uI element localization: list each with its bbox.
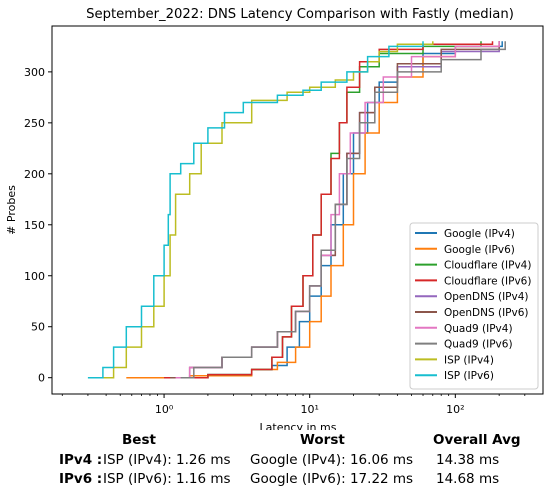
legend-box xyxy=(409,222,539,390)
ipv6-best-value: ISP (IPv6): 1.16 ms xyxy=(103,471,231,487)
best-header: Best xyxy=(122,432,156,448)
series-line-quad9-ipv6 xyxy=(180,41,506,379)
overall-avg-header: Overall Avg xyxy=(433,432,521,448)
x-tick-label: 10¹ xyxy=(300,403,318,416)
legend-label-opendns-ipv4: OpenDNS (IPv4) xyxy=(444,291,529,303)
legend-label-quad9-ipv4: Quad9 (IPv4) xyxy=(444,323,513,335)
worst-header: Worst xyxy=(300,432,345,448)
y-tick-label: 300 xyxy=(24,66,45,79)
x-tick-label: 10² xyxy=(446,403,464,416)
y-tick-label: 200 xyxy=(24,168,45,181)
legend-label-isp-ipv6: ISP (IPv6) xyxy=(444,370,494,382)
legend-label-isp-ipv4: ISP (IPv4) xyxy=(444,354,494,366)
y-tick-label: 250 xyxy=(24,117,45,130)
ipv6-avg-value: 14.68 ms xyxy=(436,471,500,487)
y-tick-label: 100 xyxy=(24,270,45,283)
legend-label-cloudflare-ipv4: Cloudflare (IPv4) xyxy=(444,260,531,272)
chart-title: September_2022: DNS Latency Comparison w… xyxy=(86,7,514,22)
x-axis-label: Latency in ms xyxy=(260,421,337,430)
latency-cdf-chart: September_2022: DNS Latency Comparison w… xyxy=(5,7,544,430)
x-axis: 10⁰ 10¹ 10² xyxy=(61,394,526,416)
plot-frame xyxy=(51,25,544,395)
y-tick-label: 50 xyxy=(31,321,45,334)
y-tick-label: 0 xyxy=(38,372,45,385)
x-tick-label: 10⁰ xyxy=(155,403,174,416)
ipv4-row-label: IPv4 : xyxy=(59,452,103,468)
legend-label-cloudflare-ipv6: Cloudflare (IPv6) xyxy=(444,275,531,287)
legend-label-google-ipv6: Google (IPv6) xyxy=(444,244,515,256)
ipv4-best-value: ISP (IPv4): 1.26 ms xyxy=(103,452,231,468)
y-axis-label: # Probes xyxy=(5,185,18,235)
legend-label-google-ipv4: Google (IPv4) xyxy=(444,228,515,240)
ipv6-row-label: IPv6 : xyxy=(59,471,103,487)
series-line-google-ipv6 xyxy=(126,41,500,379)
ipv4-avg-value: 14.38 ms xyxy=(436,452,500,468)
ipv4-worst-value: Google (IPv4): 16.06 ms xyxy=(250,452,414,468)
legend-label-quad9-ipv6: Quad9 (IPv6) xyxy=(444,339,513,351)
plot-lines xyxy=(87,41,506,379)
y-tick-label: 150 xyxy=(24,219,45,232)
ipv6-worst-value: Google (IPv6): 17.22 ms xyxy=(250,471,414,487)
series-line-isp-ipv6 xyxy=(87,41,424,379)
legend: Google (IPv4) Google (IPv6) Cloudflare (IP… xyxy=(409,222,539,390)
y-axis: 0 50 100 150 200 250 300 xyxy=(24,66,52,385)
legend-label-opendns-ipv6: OpenDNS (IPv6) xyxy=(444,307,529,319)
